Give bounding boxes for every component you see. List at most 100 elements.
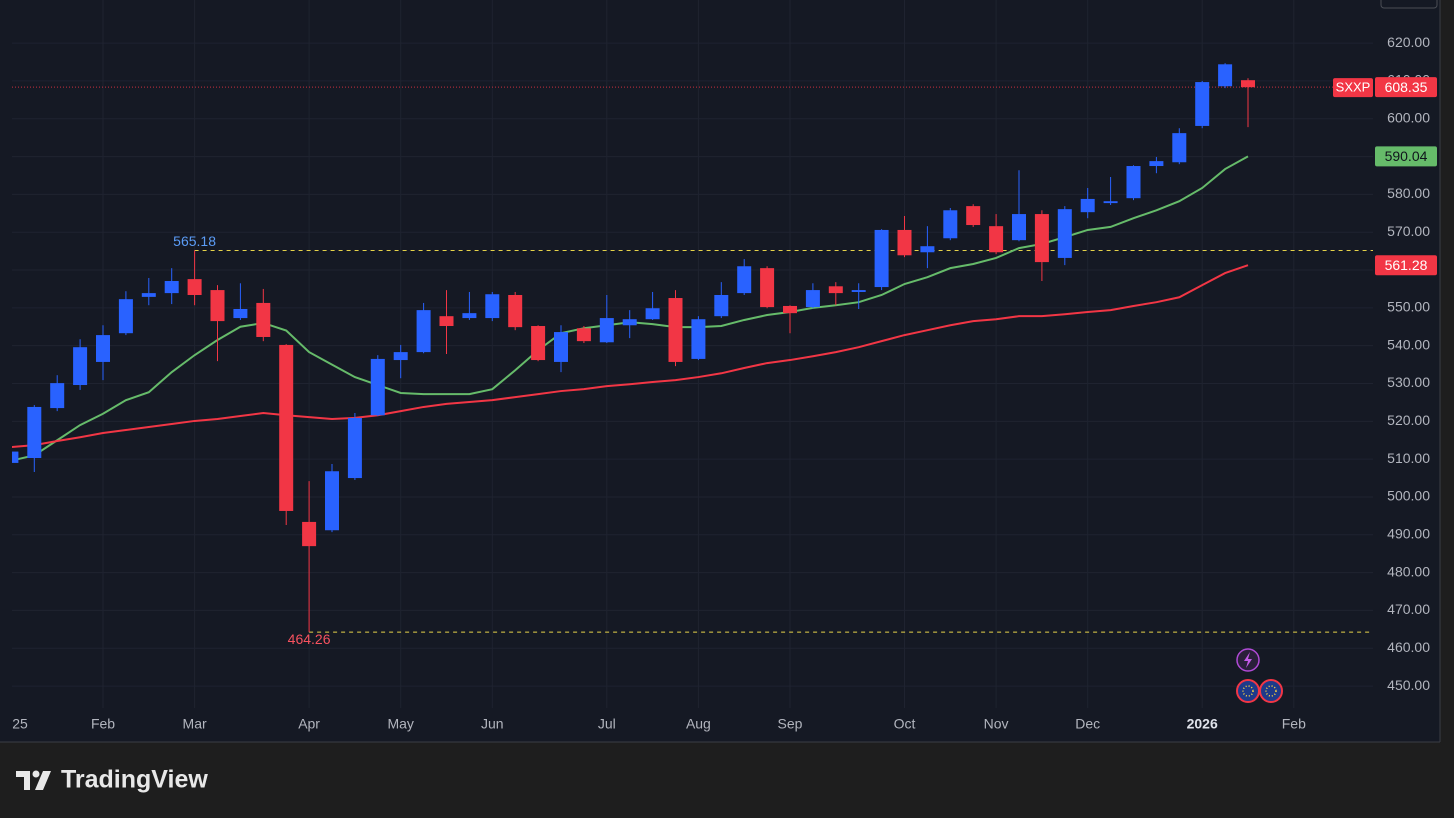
candle-body — [1103, 201, 1118, 204]
candle-body — [118, 299, 133, 334]
x-tick-label: Feb — [1282, 716, 1306, 732]
candle-body — [1057, 209, 1072, 258]
high-label: 565.18 — [173, 233, 216, 249]
candle-body — [920, 246, 935, 253]
candle-body — [1172, 133, 1187, 163]
candle-body — [416, 310, 431, 353]
candle-body — [943, 210, 958, 239]
candle-body — [714, 295, 729, 317]
y-tick-label: 490.00 — [1387, 525, 1430, 541]
candle-body — [164, 281, 179, 294]
ma-price-tag-bg — [1375, 146, 1437, 167]
eu-stars — [1242, 685, 1254, 697]
candle-body — [783, 305, 797, 314]
y-tick-label: 600.00 — [1387, 109, 1430, 125]
logo-mark — [16, 771, 30, 790]
x-tick-label: Jun — [481, 716, 504, 732]
candle-body — [508, 295, 523, 328]
y-tick-label: 530.00 — [1387, 374, 1430, 390]
candle-body — [256, 302, 271, 337]
candle-body — [737, 266, 752, 294]
candle-body — [828, 286, 843, 294]
y-tick-label: 550.00 — [1387, 299, 1430, 315]
candle-body — [805, 290, 820, 308]
candle-body — [622, 319, 637, 326]
symbol-tag: SXXP — [1336, 80, 1371, 95]
x-tick-label: Nov — [984, 716, 1009, 732]
candle-body — [897, 229, 912, 256]
chart-panel — [0, 0, 1440, 742]
x-tick-label: Apr — [298, 716, 320, 732]
candle-body — [187, 279, 202, 295]
candle-body — [462, 313, 477, 319]
candle-body — [302, 521, 317, 547]
last-price-tag: 608.35 — [1385, 79, 1428, 95]
y-tick-label: 620.00 — [1387, 34, 1430, 50]
axes: 450.00 460.00 470.00 480.00 490.00 500.00 510.… — [12, 34, 1437, 732]
candle-body — [50, 383, 65, 409]
candle-body — [210, 290, 225, 322]
candle-body — [347, 417, 362, 479]
y-tick-label: 570.00 — [1387, 223, 1430, 239]
x-tick-label: Feb — [91, 716, 115, 732]
candle-body — [279, 344, 294, 511]
candle-body — [691, 319, 706, 359]
x-tick-label: Oct — [894, 716, 916, 732]
last-price-tag-bg — [1375, 77, 1437, 98]
ma-price-tag: 561.28 — [1385, 257, 1428, 273]
y-tick-label: 480.00 — [1387, 563, 1430, 579]
event-icon[interactable] — [1236, 679, 1260, 703]
candle-body — [554, 332, 568, 362]
candle-body — [874, 229, 889, 288]
x-tick-label: May — [387, 716, 413, 732]
candle-body — [370, 358, 385, 416]
candle-body — [141, 293, 156, 297]
candle-body — [1218, 64, 1233, 87]
candle-body — [27, 406, 42, 459]
x-tick-label: 2026 — [1187, 716, 1218, 732]
candle-body — [96, 335, 110, 362]
x-tick-label: 25 — [12, 716, 28, 732]
toolbar-button[interactable] — [1380, 0, 1438, 9]
candle-body — [668, 298, 683, 362]
x-tick-label: Mar — [183, 716, 207, 732]
candle-body — [760, 268, 775, 308]
x-tick-label: Sep — [778, 716, 803, 732]
x-tick-label: Dec — [1075, 716, 1100, 732]
y-tick-label: 520.00 — [1387, 412, 1430, 428]
candle-body — [531, 326, 546, 361]
candle-body — [439, 316, 454, 327]
ma-price-tag-bg — [1375, 255, 1437, 276]
y-tick-label: 500.00 — [1387, 488, 1430, 504]
lightning-icon — [1244, 652, 1252, 668]
ma-price-tag: 590.04 — [1385, 148, 1428, 164]
y-tick-label: 580.00 — [1387, 185, 1430, 201]
candle-body — [1149, 161, 1164, 167]
brand-name: TradingView — [61, 766, 208, 794]
candle-body — [485, 294, 500, 319]
candle-body — [1126, 166, 1141, 199]
y-tick-label: 540.00 — [1387, 336, 1430, 352]
event-icon[interactable] — [1259, 679, 1283, 703]
x-tick-label: Jul — [598, 716, 616, 732]
candle-body — [1034, 214, 1049, 263]
logo-mark — [32, 770, 40, 778]
candle-body — [393, 352, 408, 361]
y-tick-label: 460.00 — [1387, 639, 1430, 655]
event-icons — [1236, 648, 1283, 703]
moving-average-line — [12, 264, 1249, 448]
candle-body — [12, 451, 19, 463]
candle-body — [1080, 198, 1095, 213]
eu-stars — [1265, 685, 1277, 697]
logo-mark — [35, 771, 51, 790]
candle-body — [1012, 214, 1026, 241]
candle-body — [851, 290, 866, 292]
y-tick-label: 450.00 — [1387, 677, 1430, 693]
candle-body — [645, 308, 660, 320]
candle-body — [966, 206, 981, 226]
candle-body — [325, 471, 339, 531]
x-tick-label: Aug — [686, 716, 711, 732]
candle-body — [1241, 80, 1255, 88]
